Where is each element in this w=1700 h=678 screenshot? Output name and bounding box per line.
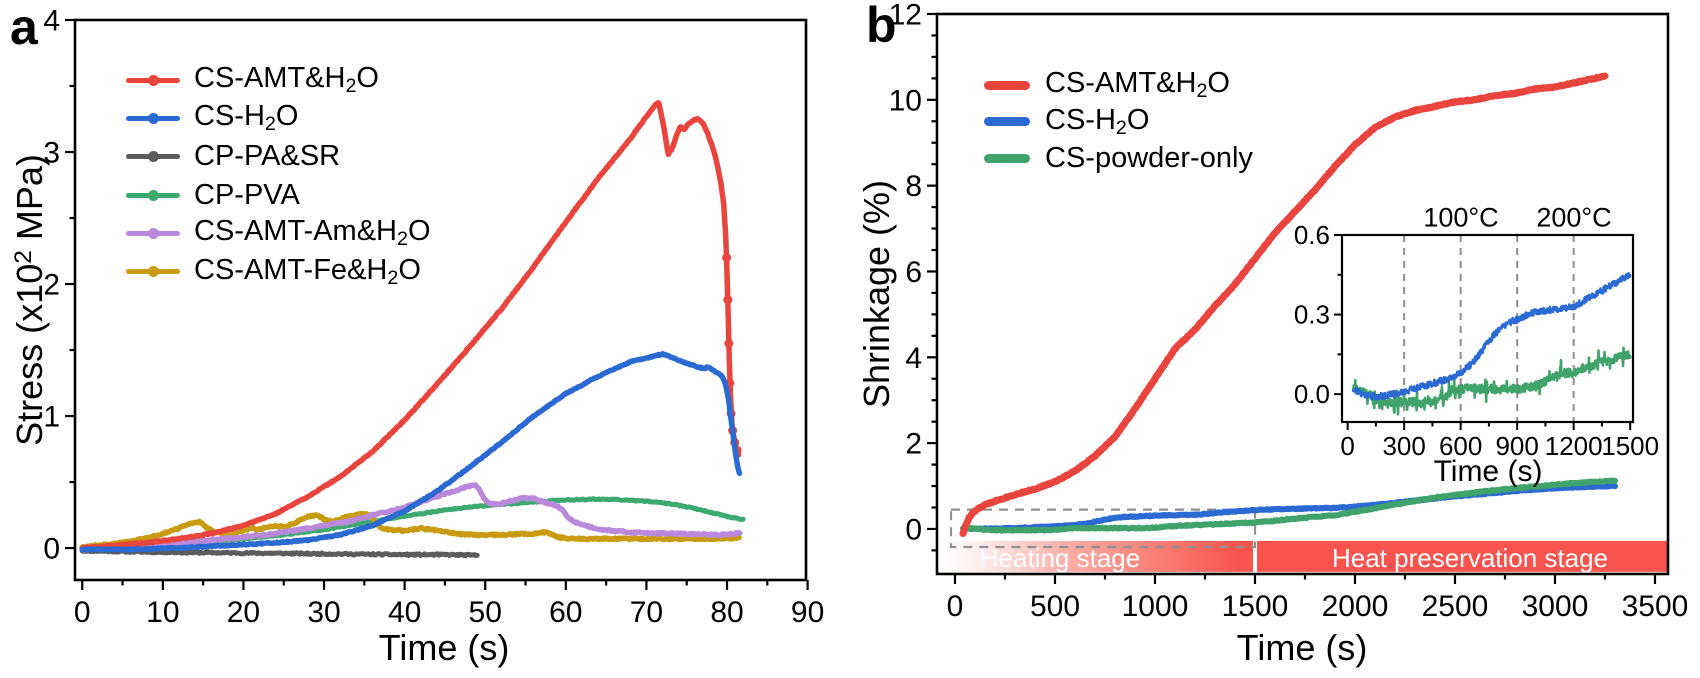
inset-temp-200-label: 200°C [1536, 202, 1612, 233]
svg-text:1000: 1000 [1122, 590, 1189, 623]
legend-label: CP-PA&SR [194, 140, 341, 173]
inset-temp-100-label: 100°C [1423, 202, 1499, 233]
legend-label: CS-AMT-Am&H2O [194, 215, 431, 251]
svg-text:0: 0 [43, 533, 60, 566]
svg-text:2000: 2000 [1322, 590, 1389, 623]
line-swatch-marker [984, 117, 1030, 127]
line-dot-marker [126, 188, 180, 202]
panel-b-x-axis-title: Time (s) [1236, 627, 1368, 668]
inset-x-axis-title: Time (s) [1433, 455, 1543, 488]
svg-text:80: 80 [710, 596, 743, 629]
legend-label: CP-PVA [194, 178, 300, 211]
legend-label: CS-AMT&H2O [1045, 67, 1230, 103]
svg-text:1: 1 [43, 401, 60, 434]
svg-text:3: 3 [43, 137, 60, 170]
panel-a-y-axis-title: Stress (x102 MPa) [9, 154, 50, 446]
svg-text:40: 40 [388, 596, 421, 629]
legend-item: CS-H2O [984, 104, 1253, 141]
panel-a-x-axis-title: Time (s) [378, 627, 510, 668]
svg-text:1500: 1500 [1601, 431, 1659, 461]
svg-text:600: 600 [1439, 431, 1482, 461]
legend-item: CS-AMT&H2O [984, 67, 1253, 104]
panel-a-letter: a [10, 0, 38, 55]
svg-text:4: 4 [43, 5, 60, 38]
line-dot-marker [126, 265, 180, 279]
svg-text:20: 20 [227, 596, 260, 629]
legend-item: CS-H2O [126, 99, 431, 137]
svg-text:3500: 3500 [1622, 590, 1689, 623]
panel-b-legend: CS-AMT&H2O CS-H2O CS-powder-only [984, 67, 1253, 177]
legend-label: CS-H2O [194, 100, 299, 136]
legend-item: CS-AMT-Am&H2O [126, 214, 431, 252]
panel-a-legend: CS-AMT&H2O CS-H2O CP-PA&SR CP-PVA CS-AMT… [126, 61, 431, 291]
legend-item: CP-PVA [126, 176, 431, 214]
svg-text:12: 12 [889, 0, 922, 32]
svg-text:8: 8 [905, 170, 922, 203]
svg-text:1200: 1200 [1545, 431, 1603, 461]
svg-text:2: 2 [905, 428, 922, 461]
line-swatch-marker [984, 80, 1030, 90]
svg-text:0: 0 [1340, 431, 1354, 461]
legend-label: CS-powder-only [1045, 141, 1253, 174]
svg-text:0.3: 0.3 [1294, 300, 1330, 330]
legend-label: CS-H2O [1045, 103, 1150, 139]
svg-text:70: 70 [630, 596, 663, 629]
panel-a-chart: 0 10 20 30 40 50 60 70 80 90 0 1 2 3 4 [43, 5, 824, 630]
svg-text:300: 300 [1382, 431, 1425, 461]
line-dot-marker [126, 226, 180, 240]
svg-text:30: 30 [307, 596, 340, 629]
legend-item: CP-PA&SR [126, 138, 431, 176]
legend-label: CS-AMT-Fe&H2O [194, 253, 421, 289]
legend-label: CS-AMT&H2O [194, 62, 379, 98]
heat-preservation-stage-label: Heat preservation stage [1331, 543, 1609, 573]
legend-item: CS-powder-only [984, 140, 1253, 177]
svg-text:10: 10 [889, 84, 922, 117]
svg-text:1500: 1500 [1222, 590, 1289, 623]
svg-text:500: 500 [1030, 590, 1080, 623]
line-dot-marker [126, 73, 180, 87]
svg-text:4: 4 [905, 342, 922, 375]
svg-text:60: 60 [549, 596, 582, 629]
svg-text:50: 50 [469, 596, 502, 629]
svg-text:90: 90 [791, 596, 824, 629]
line-dot-marker [126, 150, 180, 164]
legend-item: CS-AMT&H2O [126, 61, 431, 99]
line-dot-marker [126, 111, 180, 125]
panel-b-y-axis-title: Shrinkage (%) [856, 179, 897, 409]
svg-text:0.0: 0.0 [1294, 379, 1330, 409]
svg-text:0: 0 [905, 513, 922, 546]
line-swatch-marker [984, 153, 1030, 163]
svg-text:0: 0 [947, 590, 964, 623]
panel-b-letter: b [866, 0, 897, 53]
heating-stage-label: Heating stage [979, 543, 1141, 573]
svg-text:0: 0 [74, 596, 91, 629]
svg-text:10: 10 [146, 596, 179, 629]
svg-text:2500: 2500 [1422, 590, 1489, 623]
svg-text:0.6: 0.6 [1294, 220, 1330, 250]
svg-text:900: 900 [1495, 431, 1538, 461]
panel-b-chart: 0 500 1000 1500 2000 2500 3000 3500 0 2 4 6 8 10 12 0 30… [889, 0, 1689, 623]
svg-text:6: 6 [905, 256, 922, 289]
svg-text:3000: 3000 [1522, 590, 1589, 623]
legend-item: CS-AMT-Fe&H2O [126, 252, 431, 290]
svg-text:2: 2 [43, 269, 60, 302]
